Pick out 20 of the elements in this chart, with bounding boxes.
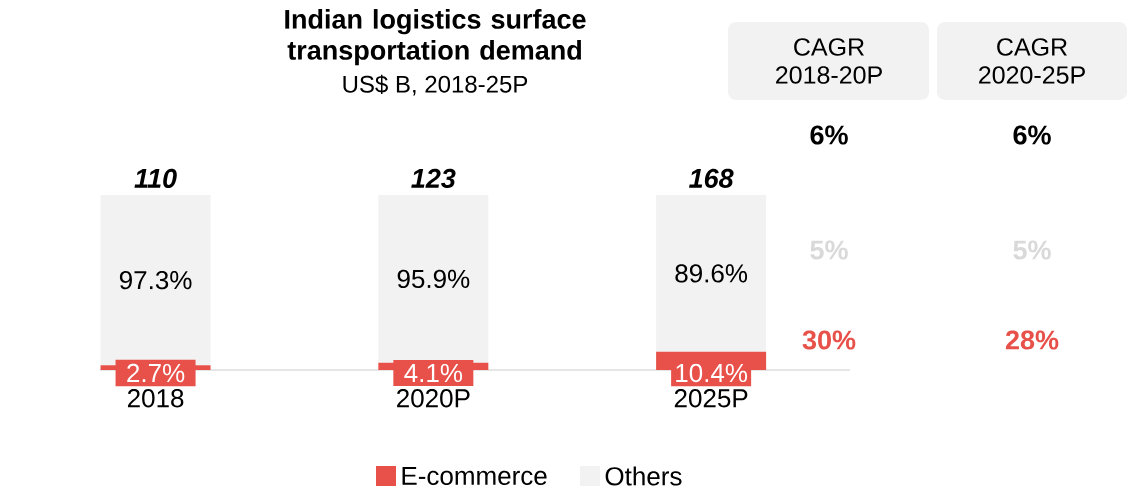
text: CAGR 2018-20P (776, 38, 882, 84)
x-tick-label: 2018 (127, 389, 184, 408)
text: 28% (1005, 330, 1059, 350)
annotation: 110 (134, 168, 177, 188)
text: CAGR 2020-25P (979, 38, 1085, 84)
data-label: 95.9% (397, 269, 470, 289)
legend-label: E-commerce (402, 466, 547, 486)
chart-subtitle: US$ B, 2018-25P (343, 74, 528, 96)
annotation: 168 (689, 168, 734, 188)
chart-title: Indian logistics surface transportation demand (285, 9, 586, 66)
data-label: 97.3% (119, 270, 192, 290)
x-tick-label: 2020P (397, 389, 470, 408)
annotation: 123 (411, 168, 456, 188)
data-label: 89.6% (675, 264, 748, 283)
x-tick-label: 2025P (674, 389, 748, 408)
data-label: 10.4% (676, 363, 748, 383)
text: 6% (810, 125, 848, 145)
text: 6% (1013, 125, 1051, 145)
annotation: 30% (802, 330, 856, 350)
legend-label: Others (605, 466, 682, 486)
